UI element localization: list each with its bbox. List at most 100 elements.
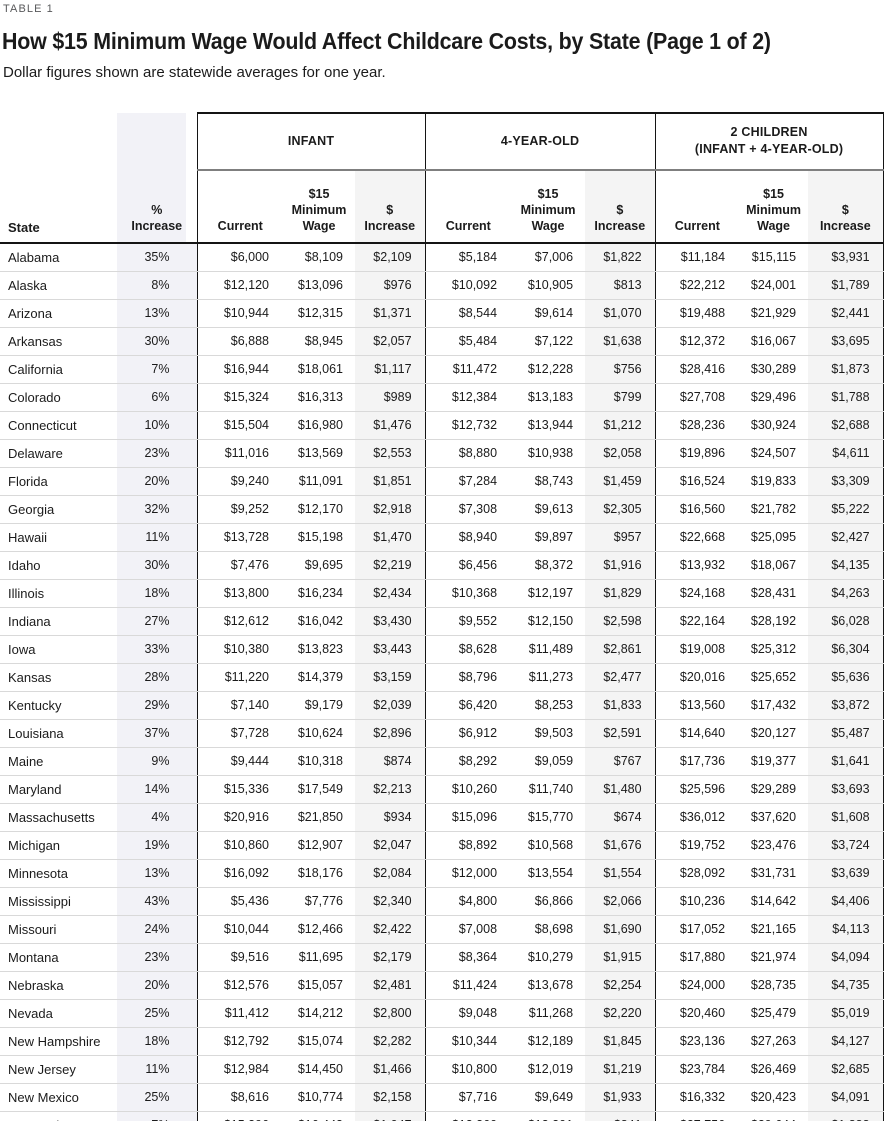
infant-current-cell: $15,396 [196,1111,283,1121]
state-cell: Montana [0,943,117,972]
four-year-old-current-cell: $8,628 [424,635,512,664]
infant-current-cell: $11,016 [196,439,283,468]
infant-current-cell: $12,984 [196,1055,283,1084]
table-row: Montana 23% $9,516 $11,695 $2,179 $8,364 $10,2… [0,943,884,972]
two-children-increase-cell: $4,127 [808,1027,884,1056]
column-group-infant: INFANT [196,111,426,171]
column-group-2-children: 2 CHILDREN (INFANT + 4-YEAR-OLD) [654,111,884,171]
infant-increase-cell: $2,213 [355,775,426,804]
two-children-min-wage-cell: $20,127 [739,719,809,748]
table-row: Missouri 24% $10,044 $12,466 $2,422 $7,008 $8,… [0,915,884,944]
two-children-current-cell: $20,016 [654,663,740,692]
childcare-cost-table: State % Increase INFANT 4-YEAR-OLD 2 CHI… [0,111,884,1121]
four-year-old-increase-cell: $1,676 [585,831,656,860]
four-year-old-current-cell: $10,368 [424,579,512,608]
infant-min-wage-cell: $12,907 [283,831,355,860]
table-row: New Mexico 25% $8,616 $10,774 $2,158 $7,716 $9… [0,1083,884,1112]
two-children-increase-cell: $1,888 [808,1111,884,1121]
two-children-increase-cell: $3,309 [808,467,884,496]
two-children-current-cell: $24,168 [654,579,740,608]
infant-current-cell: $5,436 [196,887,283,916]
four-year-old-increase-cell: $841 [585,1111,656,1121]
four-year-old-current-cell: $12,000 [424,859,512,888]
infant-current-cell: $9,252 [196,495,283,524]
two-children-min-wage-cell: $20,423 [739,1083,809,1112]
infant-min-wage-cell: $16,042 [283,607,355,636]
infant-min-wage-cell: $16,234 [283,579,355,608]
infant-increase-cell: $2,422 [355,915,426,944]
state-cell: Connecticut [0,411,117,440]
infant-increase-cell: $3,430 [355,607,426,636]
pct-increase-cell: 20% [117,467,197,496]
infant-min-wage-cell: $13,096 [283,271,355,300]
infant-current-cell: $8,616 [196,1083,283,1112]
two-children-increase-cell: $3,872 [808,691,884,720]
two-children-increase-cell: $1,788 [808,383,884,412]
two-children-increase-cell: $3,724 [808,831,884,860]
column-subheader-dollar-increase: $ Increase [585,169,656,244]
two-children-min-wage-cell: $25,479 [739,999,809,1028]
two-children-increase-cell: $3,931 [808,242,884,272]
two-children-min-wage-cell: $21,782 [739,495,809,524]
two-children-increase-cell: $1,608 [808,803,884,832]
state-cell: Delaware [0,439,117,468]
four-year-old-min-wage-cell: $8,372 [511,551,586,580]
two-children-min-wage-cell: $21,165 [739,915,809,944]
pct-increase-cell: 33% [117,635,197,664]
four-year-old-current-cell: $10,092 [424,271,512,300]
sub-header-row: Current $15 Minimum Wage $ Increase Curr… [0,169,884,244]
infant-current-cell: $12,120 [196,271,283,300]
two-children-min-wage-cell: $29,644 [739,1111,809,1121]
column-header-pct-increase: % Increase [117,112,197,244]
two-children-current-cell: $16,560 [654,495,740,524]
four-year-old-min-wage-cell: $12,228 [511,355,586,384]
table-row: Colorado 6% $15,324 $16,313 $989 $12,384 $13,1… [0,383,884,412]
column-subheader-current: Current [424,169,512,244]
table-row: Delaware 23% $11,016 $13,569 $2,553 $8,880 $10… [0,439,884,468]
state-cell: New York [0,1111,117,1121]
infant-increase-cell: $874 [355,747,426,776]
four-year-old-current-cell: $11,472 [424,355,512,384]
infant-current-cell: $10,380 [196,635,283,664]
two-children-current-cell: $27,708 [654,383,740,412]
infant-increase-cell: $2,047 [355,831,426,860]
two-children-increase-cell: $5,019 [808,999,884,1028]
four-year-old-current-cell: $6,912 [424,719,512,748]
infant-min-wage-cell: $14,212 [283,999,355,1028]
two-children-min-wage-cell: $37,620 [739,803,809,832]
state-cell: Alabama [0,242,117,272]
four-year-old-increase-cell: $1,829 [585,579,656,608]
pct-increase-cell: 18% [117,579,197,608]
two-children-increase-cell: $3,693 [808,775,884,804]
four-year-old-increase-cell: $756 [585,355,656,384]
four-year-old-min-wage-cell: $12,019 [511,1055,586,1084]
two-children-min-wage-cell: $29,289 [739,775,809,804]
pct-increase-cell: 14% [117,775,197,804]
pct-increase-cell: 7% [117,355,197,384]
pct-increase-cell: 6% [117,383,197,412]
infant-current-cell: $10,044 [196,915,283,944]
two-children-current-cell: $22,164 [654,607,740,636]
two-children-increase-cell: $4,735 [808,971,884,1000]
infant-current-cell: $11,220 [196,663,283,692]
page-subtitle: Dollar figures shown are statewide avera… [3,63,386,81]
four-year-old-increase-cell: $767 [585,747,656,776]
column-subheader-dollar-increase: $ Increase [355,169,426,244]
four-year-old-increase-cell: $2,591 [585,719,656,748]
two-children-increase-cell: $1,641 [808,747,884,776]
two-children-min-wage-cell: $28,431 [739,579,809,608]
infant-min-wage-cell: $15,074 [283,1027,355,1056]
infant-increase-cell: $976 [355,271,426,300]
four-year-old-increase-cell: $2,058 [585,439,656,468]
state-cell: Minnesota [0,859,117,888]
two-children-current-cell: $14,640 [654,719,740,748]
four-year-old-increase-cell: $799 [585,383,656,412]
pct-increase-cell: 4% [117,803,197,832]
table-row: Idaho 30% $7,476 $9,695 $2,219 $6,456 $8,372 $1… [0,551,884,580]
four-year-old-min-wage-cell: $8,743 [511,467,586,496]
infant-increase-cell: $3,159 [355,663,426,692]
pct-increase-cell: 24% [117,915,197,944]
four-year-old-min-wage-cell: $11,273 [511,663,586,692]
infant-increase-cell: $1,470 [355,523,426,552]
infant-current-cell: $9,240 [196,467,283,496]
